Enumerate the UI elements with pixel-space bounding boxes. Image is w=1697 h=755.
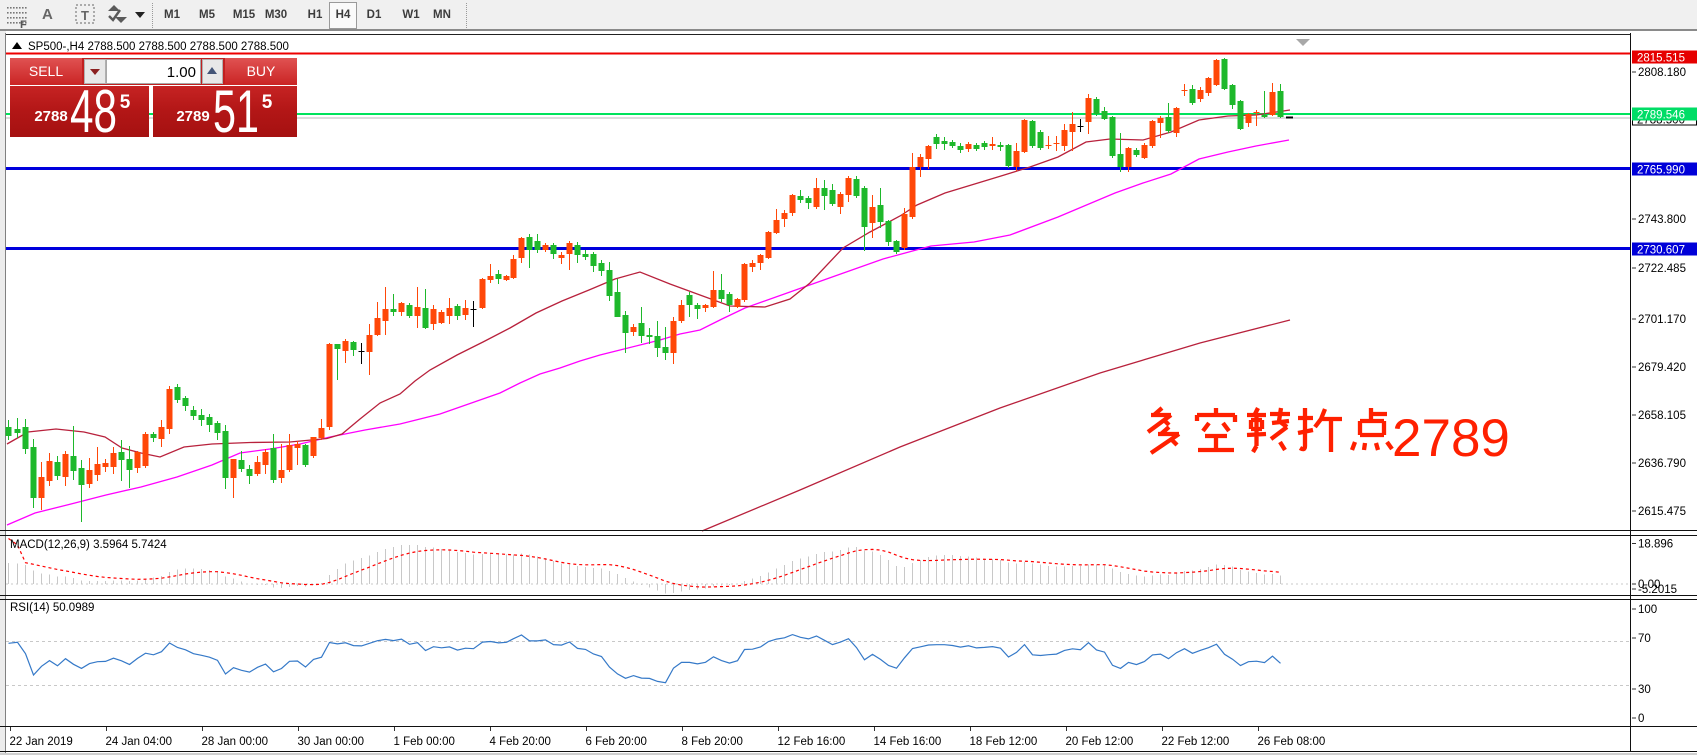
svg-text:14 Feb 16:00: 14 Feb 16:00 [874, 736, 942, 748]
svg-text:1.00: 1.00 [167, 64, 196, 81]
svg-text:26 Feb 08:00: 26 Feb 08:00 [1258, 736, 1326, 748]
svg-text:51: 51 [213, 78, 259, 145]
svg-text:6 Feb 20:00: 6 Feb 20:00 [586, 736, 647, 748]
svg-text:2808.180: 2808.180 [1638, 67, 1686, 79]
svg-text:SELL: SELL [29, 63, 63, 79]
svg-text:1 Feb 00:00: 1 Feb 00:00 [394, 736, 455, 748]
svg-text:30 Jan 00:00: 30 Jan 00:00 [298, 736, 365, 748]
svg-text:4 Feb 20:00: 4 Feb 20:00 [490, 736, 551, 748]
svg-text:2789.546: 2789.546 [1637, 110, 1685, 122]
svg-text:100: 100 [1638, 604, 1657, 616]
svg-text:2789: 2789 [1392, 409, 1510, 468]
svg-text:30: 30 [1638, 684, 1651, 696]
svg-text:20 Feb 12:00: 20 Feb 12:00 [1066, 736, 1134, 748]
svg-text:48: 48 [70, 78, 117, 145]
svg-text:5: 5 [120, 92, 131, 113]
svg-text:70: 70 [1638, 633, 1651, 645]
svg-text:0: 0 [1638, 713, 1644, 725]
svg-text:2743.800: 2743.800 [1638, 214, 1686, 226]
svg-text:MACD(12,26,9) 3.5964 5.7424: MACD(12,26,9) 3.5964 5.7424 [10, 539, 167, 551]
svg-text:2679.420: 2679.420 [1638, 362, 1686, 374]
svg-text:2765.990: 2765.990 [1637, 165, 1685, 177]
svg-text:5: 5 [262, 92, 273, 113]
svg-text:2788: 2788 [34, 108, 67, 125]
svg-text:SP500-,H4 2788.500 2788.500 2: SP500-,H4 2788.500 2788.500 2788.500 278… [28, 41, 289, 53]
svg-text:2789: 2789 [176, 108, 209, 125]
svg-text:2722.485: 2722.485 [1638, 263, 1686, 275]
svg-text:18 Feb 12:00: 18 Feb 12:00 [970, 736, 1038, 748]
svg-text:2701.170: 2701.170 [1638, 314, 1686, 326]
svg-text:2730.607: 2730.607 [1637, 245, 1685, 257]
svg-text:2815.515: 2815.515 [1637, 53, 1685, 65]
svg-text:2658.105: 2658.105 [1638, 410, 1686, 422]
svg-text:F: F [20, 19, 27, 31]
svg-text:22 Jan 2019: 22 Jan 2019 [10, 736, 73, 748]
svg-text:-5.2015: -5.2015 [1638, 584, 1677, 596]
svg-text:2636.790: 2636.790 [1638, 458, 1686, 470]
svg-text:2615.475: 2615.475 [1638, 506, 1686, 518]
svg-text:28 Jan 00:00: 28 Jan 00:00 [202, 736, 269, 748]
svg-text:0.00: 0.00 [1638, 579, 1660, 591]
svg-text:T: T [81, 8, 89, 23]
svg-text:8 Feb 20:00: 8 Feb 20:00 [682, 736, 743, 748]
svg-text:BUY: BUY [247, 63, 276, 79]
svg-text:18.896: 18.896 [1638, 539, 1673, 551]
svg-text:RSI(14) 50.0989: RSI(14) 50.0989 [10, 602, 94, 614]
svg-text:12 Feb 16:00: 12 Feb 16:00 [778, 736, 846, 748]
svg-text:24 Jan 04:00: 24 Jan 04:00 [106, 736, 173, 748]
svg-text:22 Feb 12:00: 22 Feb 12:00 [1162, 736, 1230, 748]
